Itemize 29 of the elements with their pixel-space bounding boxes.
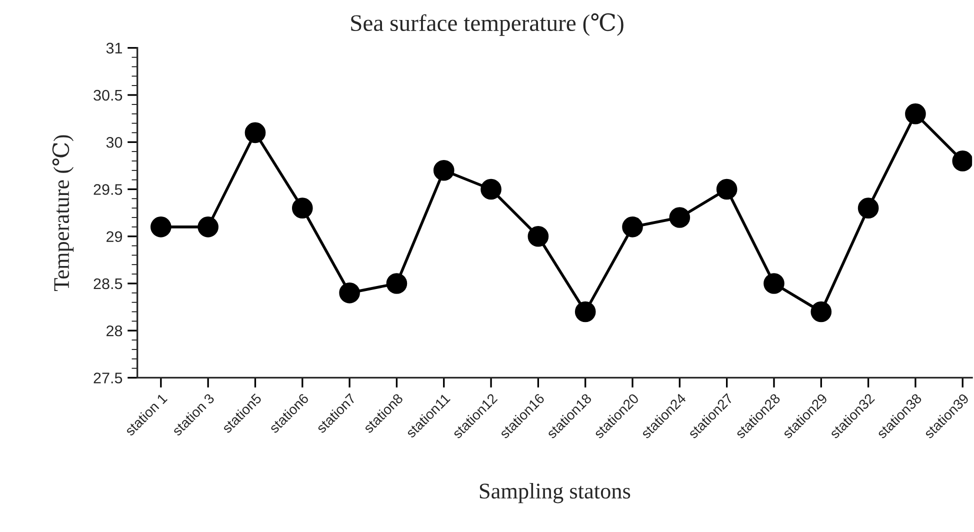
point — [433, 160, 454, 181]
y-tick-label: 30.5 — [94, 90, 122, 101]
y-tick-label: 27.5 — [94, 372, 122, 384]
y-tick-label: 31 — [106, 42, 122, 54]
point — [905, 103, 926, 124]
point — [622, 216, 643, 238]
point — [574, 301, 596, 322]
point — [480, 178, 502, 200]
y-tick-label: 28 — [106, 325, 122, 336]
y-tick-label: 30 — [106, 136, 122, 148]
point — [858, 198, 879, 219]
x-axis-title: Sampling statons — [480, 482, 630, 504]
chart-title: Sea surface temperature (℃) — [351, 13, 624, 36]
point — [669, 207, 690, 228]
point — [386, 273, 408, 294]
point — [952, 150, 972, 172]
point — [528, 226, 549, 247]
y-tick-label: 29 — [106, 231, 122, 242]
point — [810, 301, 832, 322]
point — [339, 282, 360, 304]
point — [716, 178, 738, 200]
y-tick-label: 29.5 — [94, 184, 122, 195]
point — [764, 273, 784, 294]
point — [244, 122, 266, 144]
point — [292, 198, 313, 219]
y-tick-label: 28.5 — [94, 278, 122, 290]
y-axis-title: Temperature (℃) — [52, 135, 74, 291]
point — [150, 216, 172, 238]
point — [198, 216, 218, 238]
